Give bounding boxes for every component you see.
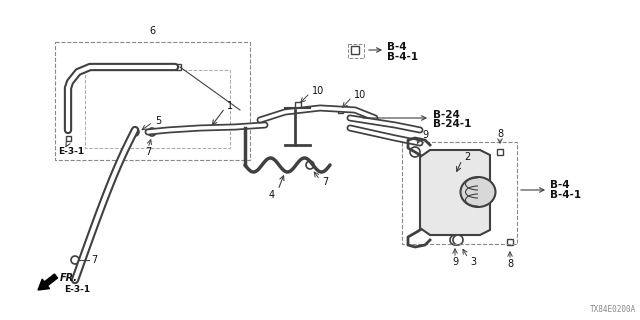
Text: 8: 8 xyxy=(497,129,503,139)
Bar xyxy=(85,70,230,148)
Text: B-4: B-4 xyxy=(387,42,406,52)
Text: B-24-1: B-24-1 xyxy=(433,119,472,129)
Text: 7: 7 xyxy=(322,177,328,187)
Text: TX84E0200A: TX84E0200A xyxy=(589,305,636,314)
Bar xyxy=(348,44,364,58)
Text: 6: 6 xyxy=(149,26,156,36)
Text: 10: 10 xyxy=(312,86,324,96)
Text: E-3-1: E-3-1 xyxy=(64,285,90,294)
Bar xyxy=(55,42,250,160)
Bar xyxy=(497,149,503,155)
Text: 9: 9 xyxy=(422,130,428,140)
Bar xyxy=(507,239,513,245)
Circle shape xyxy=(71,256,79,264)
Text: B-4-1: B-4-1 xyxy=(387,52,418,62)
Text: 3: 3 xyxy=(470,257,476,267)
Text: 10: 10 xyxy=(354,90,366,100)
Text: 1: 1 xyxy=(227,101,233,111)
Text: B-4-1: B-4-1 xyxy=(550,190,581,200)
Circle shape xyxy=(306,161,314,169)
Text: 5: 5 xyxy=(155,116,161,126)
Bar xyxy=(175,64,181,70)
Bar xyxy=(295,102,301,108)
Text: E-3-1: E-3-1 xyxy=(58,148,84,156)
Text: 9: 9 xyxy=(452,257,458,267)
FancyArrow shape xyxy=(38,274,58,290)
Polygon shape xyxy=(420,150,490,235)
Circle shape xyxy=(453,235,463,245)
Circle shape xyxy=(148,128,156,136)
Bar xyxy=(65,135,70,140)
Bar xyxy=(351,46,359,54)
Text: 7: 7 xyxy=(91,255,97,265)
Ellipse shape xyxy=(461,177,495,207)
Text: B-24: B-24 xyxy=(433,110,460,120)
Text: FR.: FR. xyxy=(60,273,78,283)
Text: 7: 7 xyxy=(145,147,151,157)
Text: 8: 8 xyxy=(507,259,513,269)
Text: B-4: B-4 xyxy=(550,180,570,190)
Text: 2: 2 xyxy=(464,152,470,162)
Bar xyxy=(337,108,342,113)
Circle shape xyxy=(131,128,139,136)
Circle shape xyxy=(410,147,420,157)
Text: 4: 4 xyxy=(269,190,275,200)
Circle shape xyxy=(450,235,460,245)
Bar xyxy=(402,142,517,244)
